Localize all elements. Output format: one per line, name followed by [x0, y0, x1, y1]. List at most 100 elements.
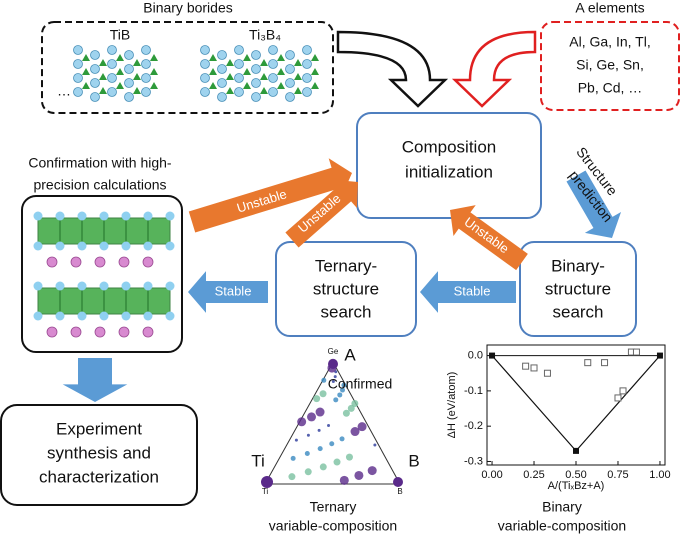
node-label: characterization: [39, 467, 159, 486]
a-atom: [46, 256, 58, 268]
atom: [77, 241, 87, 251]
ternary-dot: [329, 441, 335, 447]
ternary-dot: [315, 407, 325, 417]
vertex-label: B: [408, 451, 419, 470]
boron: [277, 68, 285, 75]
atom: [143, 311, 153, 321]
ternary-dot: [294, 438, 298, 442]
node-label: Binary-: [551, 256, 605, 275]
ternary-dot: [350, 427, 360, 437]
ternary-dot: [342, 409, 350, 417]
atom: [268, 73, 278, 83]
ternary-dot: [333, 375, 337, 379]
ellipsis: …: [57, 83, 71, 99]
boron: [209, 54, 217, 61]
flow-arrow: [285, 179, 358, 248]
boron: [243, 54, 251, 61]
flow-arrow: [450, 205, 528, 271]
input-arrow: [336, 30, 449, 108]
boron: [209, 68, 217, 75]
boron: [311, 68, 319, 75]
atom: [200, 45, 210, 55]
atom: [90, 64, 100, 74]
ternary-dot: [347, 404, 355, 412]
boron: [226, 73, 234, 80]
atom: [55, 211, 65, 221]
ternary-dot: [297, 417, 307, 427]
boron: [277, 54, 285, 61]
atom: [285, 92, 295, 102]
hull-point: [656, 352, 663, 359]
atom: [165, 281, 175, 291]
x-tick-label: 0.75: [607, 469, 628, 481]
boron: [133, 59, 141, 66]
vertex-label: A: [344, 345, 356, 364]
flow-arrow: [566, 170, 622, 238]
octahedron: [147, 287, 171, 315]
ternary-dot: [357, 422, 367, 432]
candidate-point: [522, 362, 530, 370]
boron: [82, 68, 90, 75]
a-atom: [94, 326, 106, 338]
atom: [33, 311, 43, 321]
ternary-dot: [306, 433, 310, 437]
atom: [55, 241, 65, 251]
atom: [73, 87, 83, 97]
ternary-dot: [304, 468, 312, 476]
atom: [165, 241, 175, 251]
atom: [251, 64, 261, 74]
x-tick-label: 1.00: [649, 469, 670, 481]
atom: [121, 281, 131, 291]
ternary-dot: [307, 412, 317, 422]
octahedron: [125, 217, 149, 245]
octahedron: [37, 217, 61, 245]
hull-point: [489, 352, 496, 359]
flow-arrow: [62, 358, 128, 402]
atom: [107, 87, 117, 97]
ternary-dot: [304, 451, 310, 456]
atom: [121, 211, 131, 221]
node-label: Experiment: [56, 419, 142, 438]
atom: [143, 281, 153, 291]
y-tick-label: -0.3: [464, 455, 483, 467]
atom: [165, 211, 175, 221]
ternary-dot: [317, 446, 323, 452]
ternary-dot: [319, 390, 327, 398]
a-atom: [118, 326, 130, 338]
atom: [99, 311, 109, 321]
vertex-label: Ti: [251, 451, 265, 470]
boron: [116, 82, 124, 89]
atom: [107, 73, 117, 83]
atom: [302, 87, 312, 97]
boron: [150, 82, 158, 89]
ternary-dot: [290, 455, 296, 461]
atom: [55, 281, 65, 291]
a-elements-line: Pb, Cd, …: [578, 80, 643, 96]
a-elements-box: [540, 21, 680, 111]
binary-plot: 0.0 -0.1 -0.2 -0.3 0.00 0.25 0.50 0.75 1.00 ΔH (e…: [446, 344, 671, 492]
caption: variable-composition: [498, 518, 626, 534]
octahedron: [81, 217, 105, 245]
ternary-dot: [331, 380, 335, 384]
decorations: [261, 30, 537, 488]
ternary-dot: [339, 475, 349, 485]
octahedron: [147, 217, 171, 245]
x-tick-label: 0.50: [565, 469, 586, 481]
ternary-dot: [351, 399, 359, 407]
flow-arrow: [420, 271, 516, 313]
ternary-dot: [345, 453, 353, 461]
caption: variable-composition: [269, 518, 397, 534]
node-label: precision calculations: [33, 177, 166, 193]
boron: [294, 59, 302, 66]
edge-label: Stable: [215, 283, 252, 298]
ternary-dot: [319, 463, 327, 471]
atom: [90, 78, 100, 88]
atom: [124, 50, 134, 60]
composition-box: [356, 112, 542, 219]
node-label: Ternary-: [315, 256, 377, 275]
input-arrow: [451, 30, 537, 108]
borides-label: Ti₃B₄: [249, 27, 281, 43]
atom: [285, 78, 295, 88]
boron: [294, 87, 302, 94]
atom: [217, 64, 227, 74]
